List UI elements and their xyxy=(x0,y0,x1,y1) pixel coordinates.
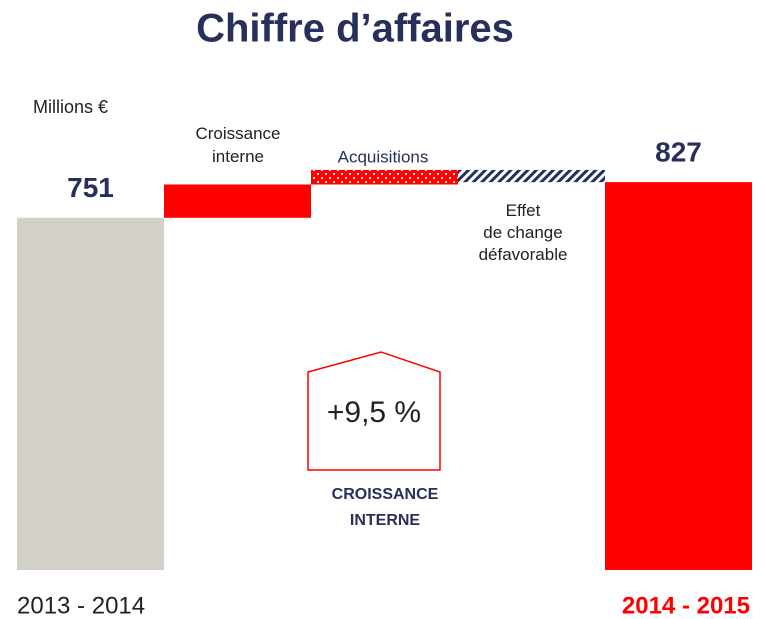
bar xyxy=(458,169,605,183)
category-label: 2014 - 2015 xyxy=(622,592,750,619)
value-label: 827 xyxy=(655,137,702,168)
value-label: 751 xyxy=(67,172,114,203)
annotation: +9,5 % xyxy=(327,396,421,429)
bar xyxy=(17,217,164,570)
annotation-caption: CROISSANCE INTERNE xyxy=(332,486,439,529)
bar xyxy=(311,169,458,185)
unit-label: Millions € xyxy=(33,97,108,117)
bar xyxy=(164,184,311,218)
bar xyxy=(605,182,752,570)
chart-title: Chiffre d’affaires xyxy=(196,7,514,51)
category-label: Effet de change défavorable xyxy=(479,201,568,264)
annotation-frame xyxy=(307,351,441,471)
category-label: Acquisitions xyxy=(338,147,429,166)
category-label: 2013 - 2014 xyxy=(17,592,145,619)
category-label: Croissance interne xyxy=(195,124,280,166)
